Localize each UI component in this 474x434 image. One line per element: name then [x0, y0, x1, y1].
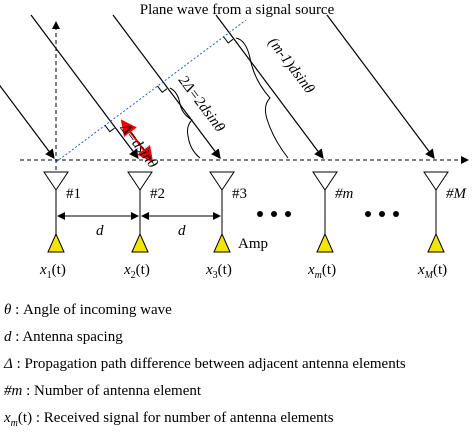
signal-label: xM(t) [417, 262, 447, 281]
brace-2 [169, 87, 201, 159]
text-part: (t) [52, 262, 66, 278]
spacing-label: d [178, 223, 186, 239]
signal-label: x1(t) [39, 262, 66, 281]
path-label: Δ=dsinθ [116, 120, 161, 172]
legend-item: #m : Number of antenna element [4, 383, 202, 399]
signal-label: xm(t) [307, 262, 336, 281]
legend-item: Δ : Propagation path difference between … [3, 356, 406, 372]
text-part: : Antenna spacing [12, 329, 124, 345]
text-part: (t) [433, 262, 447, 278]
signal-label: x3(t) [205, 262, 232, 281]
text-part: #m [4, 383, 23, 399]
text-part: θ [4, 302, 12, 318]
text-part: m [315, 270, 322, 281]
right-angles [104, 36, 234, 133]
text-part: : Received signal for number of antenna … [32, 410, 334, 426]
text-part: M [424, 270, 434, 281]
text-part: x [307, 262, 315, 278]
text-part: x [39, 262, 47, 278]
wavefront [55, 19, 247, 163]
text-part: (t) [18, 410, 32, 426]
antenna-array [43, 171, 449, 253]
path-label: (m-1)dsinθ [265, 35, 318, 98]
text-part: x [3, 410, 11, 426]
signal-label: x2(t) [123, 262, 150, 281]
path-label: 2Δ=2dsinθ [175, 73, 228, 136]
element-label: #1 [66, 186, 81, 202]
delta-arrow [120, 119, 154, 163]
text-part: Δ [3, 356, 13, 372]
brace-m [235, 37, 289, 159]
text-part: x [417, 262, 425, 278]
text-part: x [123, 262, 131, 278]
amp-label: Amp [238, 236, 268, 252]
text-part: m [11, 418, 18, 429]
text-part: (t) [136, 262, 150, 278]
text-part: x [205, 262, 213, 278]
element-label: #2 [150, 186, 165, 202]
legend-item: xm(t) : Received signal for number of an… [3, 410, 334, 429]
text-part: 3 [213, 270, 218, 281]
rays [0, 14, 435, 159]
ellipsis [257, 211, 399, 217]
text-part: (t) [322, 262, 336, 278]
text-part: 2 [131, 270, 136, 281]
text-part: : Angle of incoming wave [11, 302, 172, 318]
element-label: #3 [232, 186, 247, 202]
element-label: #m [335, 186, 354, 202]
title: Plane wave from a signal source [140, 2, 335, 18]
text-part: d [4, 329, 12, 345]
text-part: : Number of antenna element [22, 383, 202, 399]
text-part: (t) [218, 262, 232, 278]
legend-item: θ : Angle of incoming wave [4, 302, 172, 318]
text-part: : Propagation path difference between ad… [13, 356, 406, 372]
spacing-label: d [96, 223, 104, 239]
text-part: 1 [47, 270, 52, 281]
element-label: #M [446, 186, 468, 202]
legend-item: d : Antenna spacing [4, 329, 123, 345]
